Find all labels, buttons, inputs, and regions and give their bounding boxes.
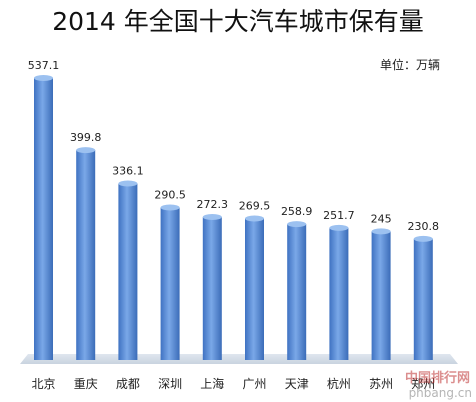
bar-9	[413, 238, 433, 360]
bar-cap-7	[329, 224, 349, 231]
bar-2	[118, 183, 138, 360]
category-label-8: 苏州	[369, 377, 393, 391]
unit-label: 单位：万辆	[379, 58, 440, 72]
bar-cap-9	[413, 235, 433, 242]
bar-5	[245, 218, 264, 360]
value-label-9: 230.8	[408, 220, 440, 233]
value-label-8: 245	[371, 212, 392, 225]
bar-4	[202, 217, 222, 360]
category-label-5: 广州	[242, 377, 266, 391]
value-label-5: 269.5	[239, 200, 271, 213]
bars-layer: 537.1 北京 399.8 重庆 336.1 成都 290.5 深圳 272.3 上海 269.5…	[20, 59, 458, 391]
bar-cap-3	[160, 204, 180, 211]
watermark-url: phbang.cn	[408, 386, 472, 400]
bar-0	[34, 78, 53, 360]
category-label-3: 深圳	[158, 377, 182, 391]
watermark-text: 中国排行网	[404, 371, 470, 386]
bar-cap-0	[34, 75, 53, 81]
value-label-2: 336.1	[112, 165, 144, 178]
value-label-1: 399.8	[70, 131, 102, 144]
category-label-0: 北京	[31, 377, 55, 391]
category-label-7: 杭州	[327, 376, 351, 391]
bar-cap-5	[245, 215, 264, 222]
bar-6	[287, 224, 307, 360]
bar-cap-2	[118, 180, 138, 187]
category-label-4: 上海	[200, 376, 224, 391]
bar-7	[329, 227, 349, 360]
bar-8	[371, 231, 391, 360]
value-label-7: 251.7	[323, 209, 355, 222]
category-label-9: 郑州	[411, 376, 435, 391]
value-label-3: 290.5	[154, 188, 186, 201]
bar-cap-1	[76, 147, 96, 154]
bar-cap-6	[287, 221, 307, 228]
value-label-4: 272.3	[197, 198, 229, 211]
category-label-6: 天津	[285, 377, 309, 391]
category-label-1: 重庆	[74, 377, 98, 391]
chart-title: 2014 年全国十大汽车城市保有量	[52, 7, 424, 36]
bar-cap-4	[202, 214, 222, 221]
bar-3	[160, 207, 180, 360]
category-label-2: 成都	[116, 377, 140, 391]
bar-1	[76, 150, 96, 360]
value-label-0: 537.1	[28, 59, 60, 72]
value-label-6: 258.9	[281, 205, 313, 218]
bar-cap-8	[371, 228, 391, 235]
